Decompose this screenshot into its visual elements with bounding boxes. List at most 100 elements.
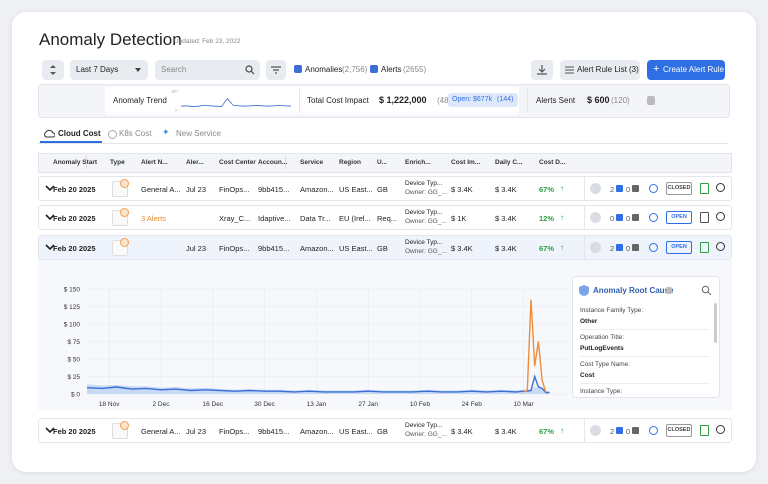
unit: GB [377, 244, 388, 253]
clipboard-icon[interactable] [700, 212, 709, 223]
column-header[interactable]: Accoun... [258, 159, 288, 166]
dislikes: 0 [626, 427, 631, 436]
field-label: Operation Title: [580, 334, 625, 341]
status[interactable]: OPEN [666, 211, 692, 224]
column-header[interactable]: Aler... [186, 159, 204, 166]
column-header[interactable]: Cost Im... [451, 159, 481, 166]
column-header[interactable]: Enrich... [405, 159, 431, 166]
x-tick-label: 30 Dec [254, 401, 275, 408]
search-icon[interactable] [701, 285, 712, 295]
filter-button[interactable] [266, 60, 286, 80]
expand-chevron[interactable] [45, 214, 55, 222]
column-header[interactable]: Cost Center [219, 159, 256, 166]
dislike-icon[interactable] [632, 214, 639, 221]
clipboard-icon[interactable] [700, 425, 709, 436]
alerts-label: Alerts [381, 65, 402, 74]
status[interactable]: CLOSED [666, 424, 692, 437]
column-header[interactable]: U... [377, 159, 388, 166]
search-box[interactable]: Search [155, 60, 260, 80]
cost-center: FinOps... [219, 244, 250, 253]
y-tick-label: $ 50 [67, 357, 80, 364]
like-icon[interactable] [616, 214, 623, 221]
title: Anomaly Detection [39, 30, 182, 49]
status[interactable]: CLOSED [666, 182, 692, 195]
column-header[interactable]: Anomaly Start [53, 159, 98, 166]
table-row[interactable]: Feb 20 2025 General A... Jul 23 FinOps... 9b… [38, 418, 732, 443]
daily-cost: $ 3.4K [495, 244, 517, 253]
account: 9bb415... [258, 427, 290, 436]
divider [86, 156, 87, 169]
column-header[interactable]: Cost D... [539, 159, 566, 166]
field-value: Cost [580, 372, 595, 379]
zoom-icon[interactable] [716, 212, 725, 221]
service: Data Tr... [300, 214, 331, 223]
likes: 2 [610, 185, 615, 194]
series-line [523, 299, 547, 393]
column-header[interactable]: Service [300, 159, 324, 166]
checkbox[interactable] [294, 65, 302, 73]
zoom-icon[interactable] [716, 425, 725, 434]
dislike-icon[interactable] [632, 427, 639, 434]
cost-impact-label: Total Cost Impact [307, 96, 369, 105]
checkbox[interactable] [370, 65, 378, 73]
expand-chevron[interactable] [45, 244, 55, 252]
table-row[interactable]: Feb 20 2025 3 Alerts Xray_C... Idaptive... D… [38, 205, 732, 230]
x-tick-label: 10 Feb [410, 401, 431, 408]
table-row[interactable]: Feb 20 2025 Jul 23 FinOps... 9bb415... Amazo… [38, 235, 732, 260]
alert-rule-list-button[interactable]: Alert Rule List (3) [560, 60, 640, 80]
comment-icon[interactable] [649, 184, 658, 193]
alert-dot [120, 238, 129, 247]
alerts-count: (2655) [403, 65, 427, 74]
zoom-icon[interactable] [716, 242, 725, 251]
clipboard-icon[interactable] [700, 183, 709, 194]
like-icon[interactable] [616, 244, 623, 251]
y-tick-label: $ 0 [71, 392, 80, 399]
sort-arrow: ↓ [121, 157, 125, 166]
column-header[interactable]: Alert N... [141, 159, 168, 166]
status[interactable]: OPEN [666, 241, 692, 254]
comment-icon[interactable] [649, 213, 658, 222]
like-icon[interactable] [616, 185, 623, 192]
cost-impact: $ 3.4K [451, 244, 473, 253]
zoom-icon[interactable] [716, 183, 725, 192]
dislike-icon[interactable] [632, 244, 639, 251]
tab[interactable]: K8s Cost [119, 129, 152, 138]
table-row[interactable]: Feb 20 2025 General A... Jul 23 FinOps... 9b… [38, 176, 732, 201]
sort-button[interactable] [42, 60, 64, 80]
field-divider [580, 383, 710, 384]
start: Feb 20 2025 [53, 244, 96, 253]
unit: GB [377, 427, 388, 436]
avatar [590, 212, 601, 223]
service: Amazon... [300, 244, 334, 253]
card: Anomaly Detection Updated: Feb 23, 2022 … [12, 12, 756, 472]
tab[interactable]: New Service [176, 129, 221, 138]
column-header[interactable]: Region [339, 159, 362, 166]
like-icon[interactable] [616, 427, 623, 434]
column-header[interactable]: Type [110, 159, 125, 166]
tab[interactable]: Cloud Cost [58, 129, 101, 138]
table-header: Anomaly Start Type Alert N... Aler... Cost C… [38, 153, 732, 173]
x-tick-label: 10 Mar [513, 401, 534, 408]
sparkle-icon: ✦ [162, 127, 170, 137]
clipboard-icon[interactable] [700, 242, 709, 253]
comment-icon[interactable] [649, 243, 658, 252]
comment-icon[interactable] [649, 426, 658, 435]
dislikes: 0 [626, 214, 631, 223]
field-value: Other [580, 318, 598, 325]
expand-chevron[interactable] [45, 427, 55, 435]
download-button[interactable] [531, 60, 553, 80]
scrollbar [714, 303, 717, 343]
x-tick-label: 24 Feb [462, 401, 483, 408]
search-icon [245, 65, 255, 75]
divider [527, 89, 528, 113]
create-button[interactable]: + Create Alert Rule [647, 60, 725, 80]
dislike-icon[interactable] [632, 185, 639, 192]
expand-chevron[interactable] [45, 185, 55, 193]
account: 9bb415... [258, 244, 290, 253]
column-header[interactable]: Daily C... [495, 159, 523, 166]
icon [565, 66, 574, 74]
range-dropdown[interactable]: Last 7 Days [70, 60, 148, 80]
unit: Req... [377, 214, 398, 223]
icon [537, 65, 547, 75]
alerts-sent: $ 600 [587, 95, 610, 105]
